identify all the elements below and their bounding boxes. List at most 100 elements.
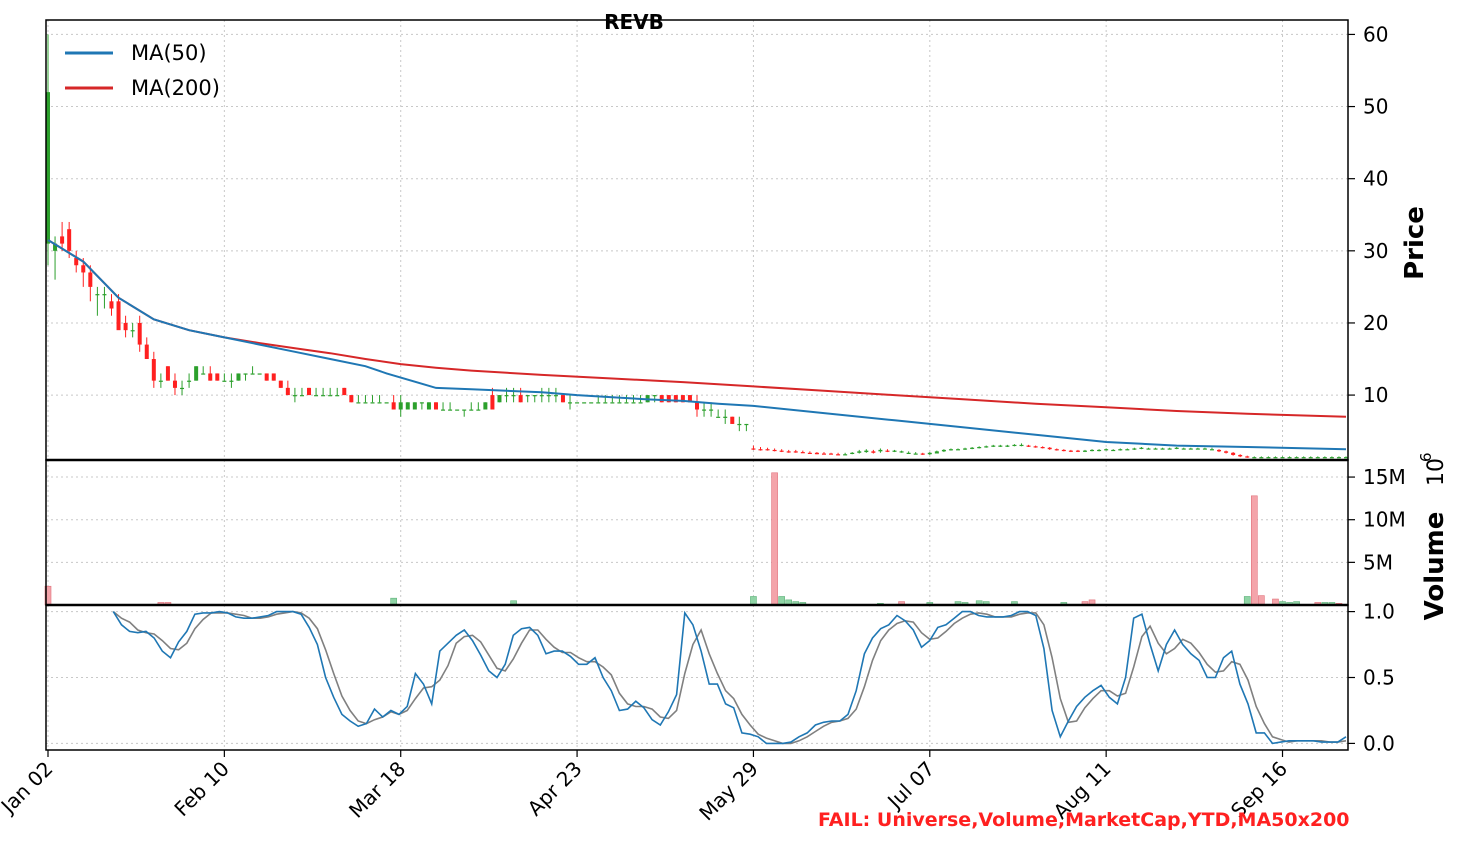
price-axis-label: Price — [1400, 206, 1430, 280]
candle-body — [829, 453, 834, 455]
candle-body — [518, 395, 523, 403]
x-tick-label: May 29 — [694, 757, 763, 826]
candle-body — [560, 395, 565, 403]
candle-body — [1146, 448, 1151, 450]
candle-body — [158, 380, 163, 382]
candle-body — [857, 451, 862, 453]
volume-multiplier-base: 10 — [1424, 458, 1449, 486]
candle-body — [998, 445, 1003, 447]
candle-body — [81, 265, 86, 273]
candle-body — [596, 402, 601, 404]
candle-body — [215, 373, 220, 381]
candle-body — [60, 236, 65, 244]
candle-body — [257, 373, 262, 375]
candle-body — [497, 395, 502, 403]
candle-body — [109, 301, 114, 309]
candle-body — [292, 395, 297, 397]
candle-body — [130, 330, 135, 332]
candle-body — [137, 322, 142, 345]
price-tick-label: 50 — [1363, 95, 1388, 119]
candle-body — [786, 451, 791, 453]
candle-body — [285, 387, 290, 396]
candle-body — [631, 402, 636, 404]
candle-body — [878, 449, 883, 452]
candle-body — [1245, 456, 1250, 458]
candle-body — [1118, 449, 1123, 451]
candle-body — [243, 373, 248, 375]
candle-body — [271, 373, 276, 381]
stochastic-k-line — [112, 610, 1347, 745]
candle-body — [165, 366, 170, 381]
candle-body — [335, 395, 340, 397]
candle-body — [659, 395, 664, 403]
candle-body — [1054, 449, 1059, 451]
candle-body — [546, 395, 551, 397]
price-tick-label: 20 — [1363, 311, 1388, 335]
candle-body — [1075, 450, 1080, 452]
candle-body — [934, 451, 939, 454]
candle-body — [920, 453, 925, 455]
candle-body — [1012, 444, 1017, 447]
candle-body — [67, 229, 72, 251]
candle-body — [1336, 457, 1341, 459]
candle-body — [1273, 457, 1278, 459]
candle-body — [793, 451, 798, 453]
candle-body — [448, 409, 453, 411]
candle-body — [1153, 448, 1158, 450]
volume-axis-label: Volume — [1420, 512, 1450, 621]
candle-body — [532, 395, 537, 397]
candle-body — [53, 243, 58, 251]
candle-body — [151, 359, 156, 381]
candle-body — [264, 373, 269, 381]
candle-body — [814, 452, 819, 455]
candle-body — [1252, 457, 1257, 459]
candle-body — [391, 402, 396, 410]
candle-body — [906, 452, 911, 454]
candle-body — [821, 453, 826, 455]
candle-body — [673, 395, 678, 403]
candle-body — [772, 449, 777, 452]
candle-body — [433, 402, 438, 410]
candle-body — [483, 402, 488, 410]
candle-body — [1111, 449, 1116, 452]
candle-body — [984, 446, 989, 448]
candle-body — [680, 395, 685, 403]
x-tick-label: Jul 07 — [881, 757, 939, 815]
volume-tick-label: 10M — [1363, 508, 1406, 532]
candle-body — [469, 409, 474, 411]
candle-body — [568, 402, 573, 404]
candle-body — [462, 409, 467, 411]
candle-body — [299, 395, 304, 397]
fail-status-text: FAIL: Universe,Volume,MarketCap,YTD,MA50… — [818, 809, 1350, 831]
candle-body — [1287, 457, 1292, 459]
candle-body — [709, 409, 714, 411]
candle-body — [95, 294, 100, 296]
candle-body — [208, 373, 213, 381]
volume-bar — [1250, 495, 1258, 606]
candle-body — [638, 402, 643, 404]
candle-body — [1019, 444, 1024, 447]
candle-body — [553, 395, 558, 397]
candle-body — [349, 395, 354, 403]
candle-body — [1047, 447, 1052, 450]
candle-body — [913, 453, 918, 455]
candle-body — [172, 380, 177, 388]
volume-bar — [750, 596, 757, 606]
price-tick-label: 10 — [1363, 383, 1388, 407]
volume-multiplier-exponent: 6 — [1417, 452, 1435, 462]
candle-body — [977, 447, 982, 449]
chart-title: REVB — [604, 10, 664, 34]
candle-body — [1344, 457, 1348, 459]
candle-body — [582, 402, 587, 404]
candle-body — [779, 450, 784, 452]
candle-body — [321, 395, 326, 397]
candle-body — [384, 402, 389, 404]
volume-multiplier: 10 6 — [1417, 452, 1449, 486]
candle-body — [1082, 450, 1087, 452]
candle-body — [1238, 454, 1243, 457]
price-tick-label: 40 — [1363, 167, 1388, 191]
candle-body — [377, 402, 382, 404]
ma200-line — [47, 239, 1347, 418]
candle-body — [370, 402, 375, 404]
